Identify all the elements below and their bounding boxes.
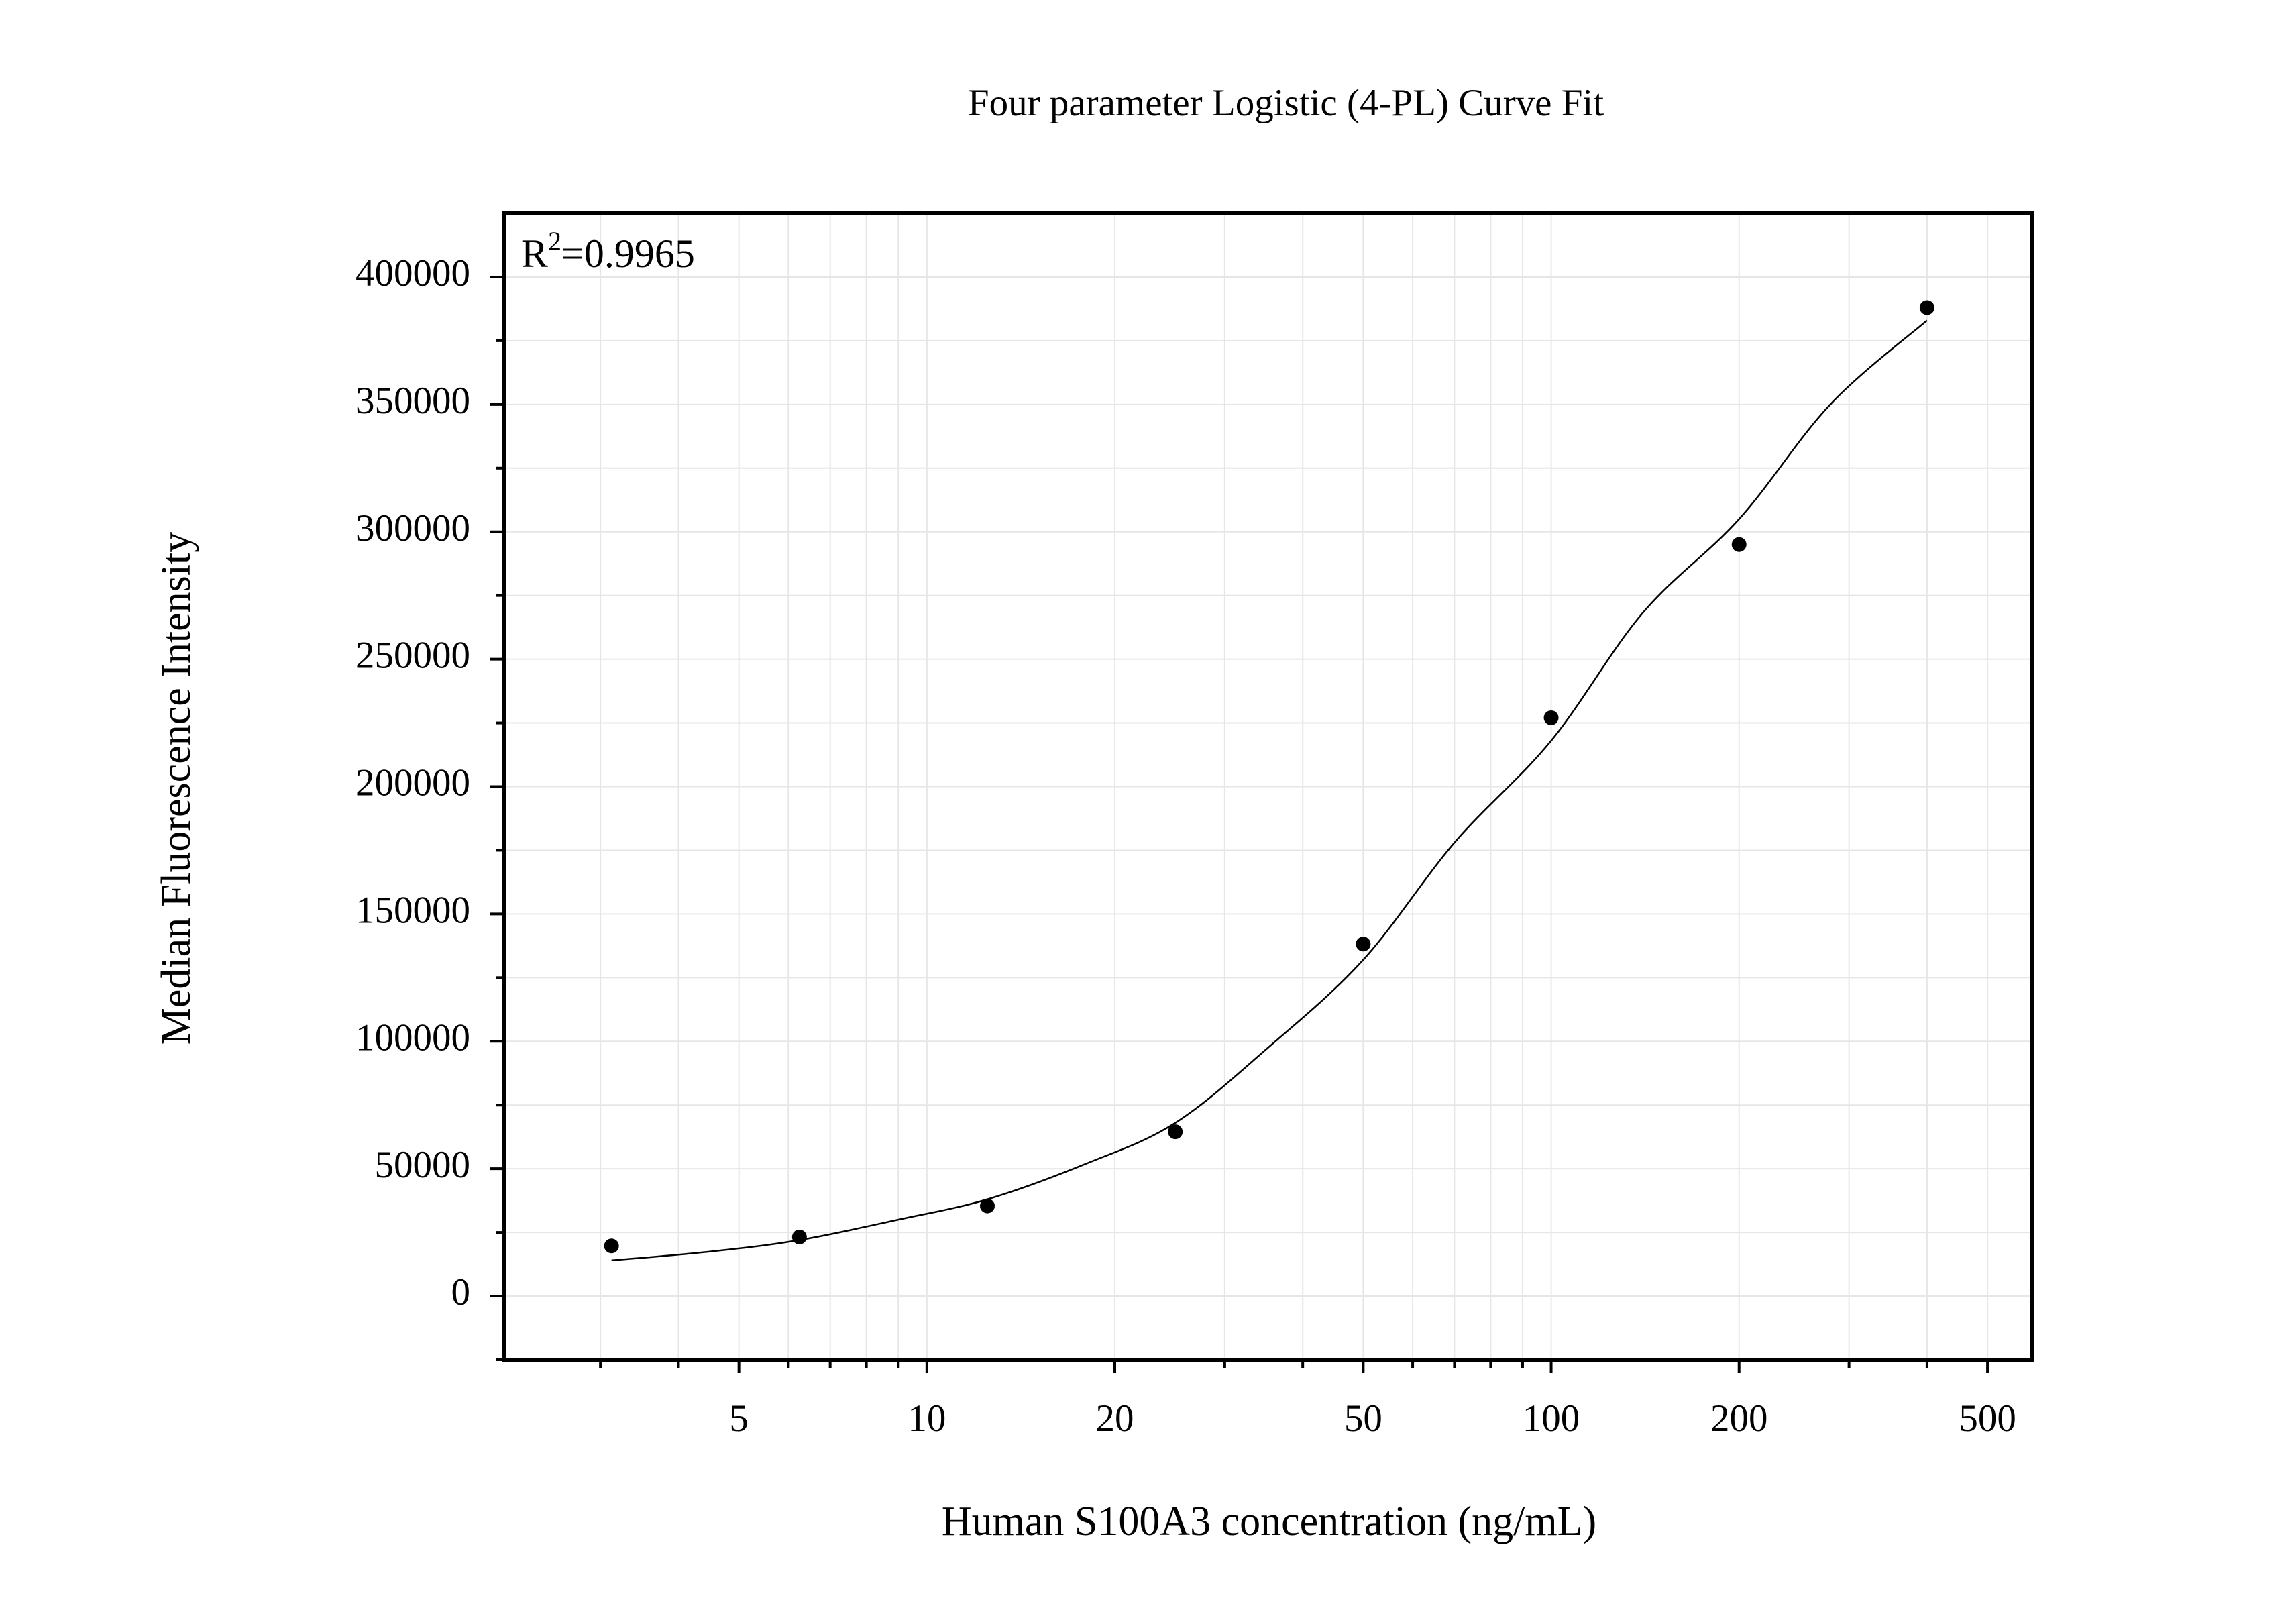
x-tick-label: 500 — [1959, 1397, 2016, 1440]
y-tick-label: 250000 — [356, 635, 470, 677]
x-tick-label: 20 — [1096, 1397, 1134, 1440]
data-point — [980, 1198, 995, 1214]
x-axis-label: Human S100A3 concentration (ng/mL) — [942, 1499, 1596, 1544]
annotation-text: =0.9965 — [561, 231, 695, 276]
data-point — [1356, 937, 1371, 952]
y-tick-label: 150000 — [356, 889, 470, 931]
x-tick-label: 50 — [1344, 1397, 1382, 1440]
chart-title: Four parameter Logistic (4-PL) Curve Fit — [968, 82, 1604, 124]
annotation: R2=0.9965 — [521, 226, 695, 276]
data-point — [604, 1238, 619, 1254]
y-tick-label: 400000 — [356, 252, 470, 295]
y-axis-label: Median Fluorescence Intensity — [154, 532, 199, 1045]
y-tick-label: 200000 — [356, 762, 470, 804]
y-tick-label: 50000 — [375, 1144, 471, 1186]
x-tick-label: 10 — [908, 1397, 946, 1440]
x-tick-label: 100 — [1523, 1397, 1580, 1440]
annotation-sup: 2 — [548, 226, 561, 256]
data-point — [1168, 1124, 1183, 1140]
y-tick-label: 350000 — [356, 380, 470, 422]
annotation-text: R — [521, 231, 548, 276]
data-point — [1543, 710, 1559, 725]
x-tick-label: 5 — [729, 1397, 749, 1440]
data-point — [1731, 537, 1747, 552]
y-tick-label: 100000 — [356, 1016, 470, 1059]
x-tick-label: 200 — [1710, 1397, 1768, 1440]
data-point — [1919, 300, 1934, 315]
plot-frame — [502, 211, 2034, 1362]
data-point — [791, 1229, 807, 1244]
y-tick-label: 0 — [451, 1271, 471, 1314]
fit-curve — [611, 319, 1928, 1262]
y-tick-label: 300000 — [356, 507, 470, 549]
